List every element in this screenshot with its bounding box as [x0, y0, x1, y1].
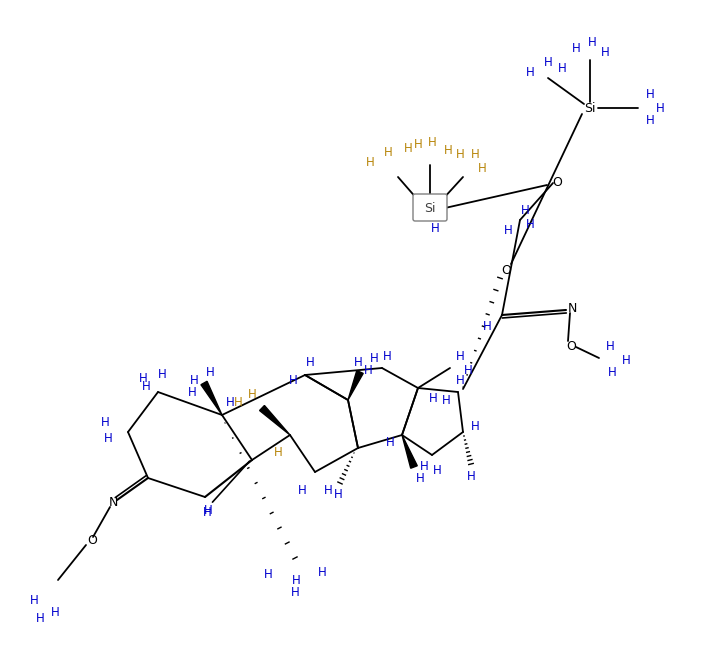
Text: O: O — [501, 263, 511, 276]
Text: H: H — [608, 366, 616, 380]
Text: N: N — [108, 495, 118, 509]
Text: H: H — [456, 374, 465, 386]
Text: H: H — [318, 566, 326, 579]
Text: O: O — [87, 534, 97, 548]
Text: H: H — [430, 222, 439, 235]
Text: H: H — [441, 394, 450, 407]
Text: H: H — [324, 483, 332, 497]
Text: H: H — [353, 355, 362, 368]
Polygon shape — [402, 435, 417, 468]
Text: H: H — [382, 349, 391, 362]
Text: H: H — [587, 36, 596, 48]
Text: H: H — [622, 353, 630, 366]
Text: H: H — [248, 388, 257, 401]
Text: H: H — [646, 114, 654, 126]
Text: H: H — [158, 368, 166, 382]
Text: H: H — [142, 380, 150, 394]
Text: H: H — [100, 415, 109, 429]
Text: Si: Si — [585, 101, 595, 114]
Text: H: H — [433, 464, 441, 476]
Text: H: H — [292, 573, 300, 587]
Text: H: H — [305, 357, 314, 370]
Text: H: H — [416, 472, 425, 485]
Polygon shape — [201, 381, 222, 415]
Text: H: H — [225, 396, 234, 409]
Text: H: H — [206, 366, 214, 380]
Text: H: H — [297, 483, 306, 497]
Text: H: H — [606, 341, 614, 353]
Text: H: H — [601, 46, 609, 58]
Text: H: H — [478, 161, 486, 175]
Text: H: H — [233, 396, 242, 409]
Text: H: H — [273, 446, 282, 458]
Text: H: H — [470, 421, 479, 433]
Text: H: H — [364, 364, 372, 376]
Text: H: H — [427, 136, 436, 149]
Text: H: H — [334, 489, 342, 501]
Text: H: H — [456, 349, 465, 362]
Text: H: H — [526, 65, 534, 79]
Polygon shape — [348, 371, 364, 400]
Text: H: H — [190, 374, 198, 386]
Text: H: H — [504, 224, 513, 237]
Text: H: H — [139, 372, 148, 384]
Text: H: H — [403, 142, 412, 155]
Polygon shape — [260, 405, 290, 435]
FancyBboxPatch shape — [413, 194, 447, 221]
Text: H: H — [369, 351, 378, 364]
Text: H: H — [464, 364, 473, 376]
Text: H: H — [289, 374, 297, 386]
Text: H: H — [366, 155, 374, 169]
Text: H: H — [656, 101, 664, 114]
Text: H: H — [544, 56, 553, 69]
Text: H: H — [521, 204, 529, 216]
Text: H: H — [384, 146, 393, 159]
Text: N: N — [567, 302, 577, 314]
Text: O: O — [566, 339, 576, 353]
Text: H: H — [429, 392, 438, 405]
Text: H: H — [51, 605, 60, 618]
Text: O: O — [552, 177, 562, 190]
Text: Si: Si — [425, 202, 435, 216]
Text: H: H — [414, 138, 422, 151]
Text: H: H — [467, 470, 475, 482]
Text: H: H — [571, 42, 580, 54]
Text: H: H — [470, 149, 479, 161]
Text: H: H — [443, 144, 452, 157]
Text: H: H — [188, 386, 196, 399]
Text: H: H — [30, 593, 39, 607]
Text: H: H — [385, 437, 394, 450]
Text: H: H — [36, 612, 44, 624]
Text: H: H — [104, 431, 113, 444]
Text: H: H — [646, 89, 654, 101]
Text: H: H — [456, 149, 465, 161]
Text: H: H — [558, 62, 566, 75]
Text: H: H — [419, 460, 428, 474]
Text: H: H — [291, 585, 300, 599]
Text: H: H — [483, 321, 491, 333]
Text: H: H — [264, 569, 273, 581]
Text: H: H — [204, 503, 212, 517]
Text: H: H — [526, 218, 534, 231]
Text: H: H — [203, 507, 212, 519]
